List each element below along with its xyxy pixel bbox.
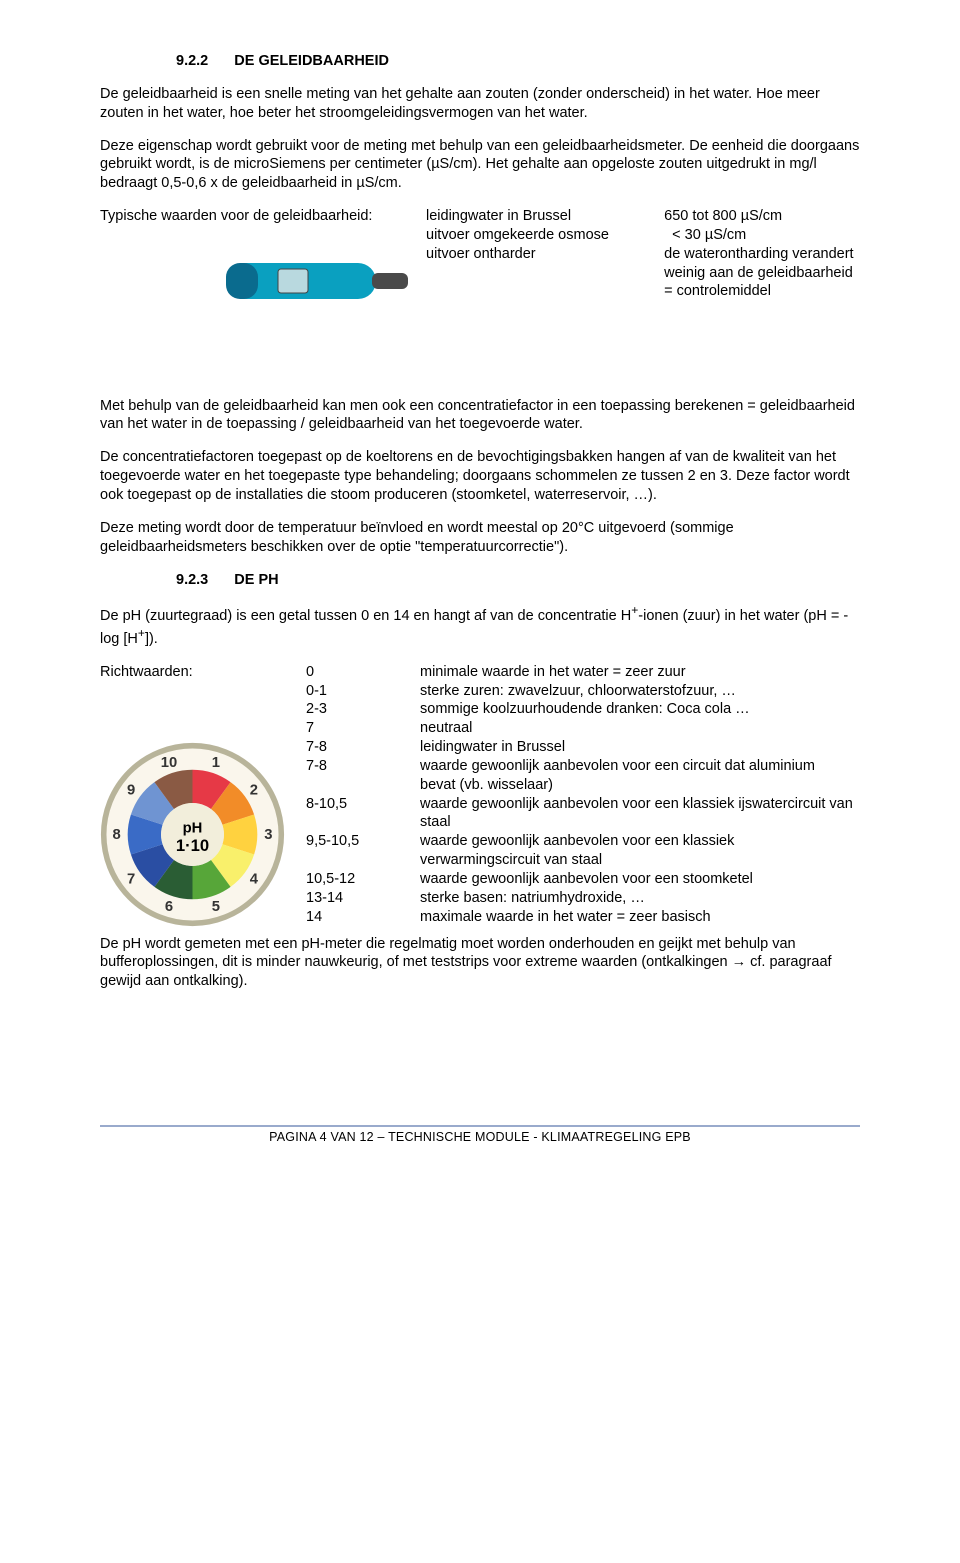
svg-text:5: 5 [212,899,220,915]
ph-desc: waarde gewoonlijk aanbevolen voor een ci… [420,757,854,795]
svg-text:3: 3 [264,827,272,843]
svg-text:4: 4 [250,871,259,887]
ph-desc: sterke basen: natriumhydroxide, … [420,889,854,908]
cond-r1c3a: 650 tot 800 µS/cm [664,207,854,226]
conductivity-meter-icon [220,249,420,313]
svg-text:pH: pH [183,820,203,836]
ph-value: 8-10,5 [306,795,414,814]
para-922-1: De geleidbaarheid is een snelle meting v… [100,85,860,123]
cond-r1c3b: < 30 µS/cm [664,226,854,245]
heading-923: 9.2.3 DE PH [100,571,860,590]
cond-r2c3: de waterontharding verandert weinig aan … [664,245,860,323]
heading-title: DE GELEIDBAARHEID [234,53,389,69]
para-922-2: Deze eigenschap wordt gebruikt voor de m… [100,137,860,194]
footer-text: PAGINA 4 VAN 12 – TECHNISCHE MODULE - KL… [100,1129,860,1145]
ph-dial-icon: 1 2 3 4 5 6 7 8 9 10 pH1·10 [100,742,285,927]
ph-value: 7-8 [306,738,414,757]
intro-sup2: + [138,626,145,640]
richtwaarden-label: Richtwaarden:12345678910pH1·10 [100,663,306,931]
ph-desc: sommige koolzuurhoudende dranken: Coca c… [420,700,854,719]
ph-desc: waarde gewoonlijk aanbevolen voor een kl… [420,832,854,870]
conductivity-values-table: Typische waarden voor de geleidbaarheid:… [100,207,860,323]
ph-value: 2-3 [306,700,414,719]
cond-label: Typische waarden voor de geleidbaarheid: [100,207,426,245]
para-923-intro: De pH (zuurtegraad) is een getal tussen … [100,603,860,648]
ph-value: 7-8 [306,757,414,776]
ph-value: 10,5-12 [306,870,414,889]
ph-desc: waarde gewoonlijk aanbevolen voor een kl… [420,795,854,833]
para-922-4: De concentratiefactoren toegepast op de … [100,448,860,505]
svg-text:10: 10 [161,755,177,771]
ph-value: 13-14 [306,889,414,908]
cond-r1c2a: leidingwater in Brussel [426,207,658,226]
ph-desc: maximale waarde in het water = zeer basi… [420,908,854,927]
intro-c: ]). [145,631,158,647]
heading-923-title: DE PH [234,572,278,588]
cond-r1c2b: uitvoer omgekeerde osmose [426,226,658,245]
svg-text:9: 9 [127,782,135,798]
svg-text:6: 6 [165,899,173,915]
ph-desc: leidingwater in Brussel [420,738,854,757]
heading-923-num: 9.2.3 [176,571,208,590]
ph-value: 14 [306,908,414,927]
heading-num: 9.2.2 [176,52,208,71]
page-footer: PAGINA 4 VAN 12 – TECHNISCHE MODULE - KL… [100,1125,860,1145]
svg-text:1·10: 1·10 [176,836,209,855]
ph-value: 0 [306,663,414,682]
intro-a: De pH (zuurtegraad) is een getal tussen … [100,608,631,624]
svg-text:2: 2 [250,782,258,798]
cond-r2c2: uitvoer ontharder [426,245,664,323]
para-922-5: Deze meting wordt door de temperatuur be… [100,519,860,557]
ph-desc: neutraal [420,719,854,738]
ph-value: 0-1 [306,682,414,701]
para-923-outro: De pH wordt gemeten met een pH-meter die… [100,935,860,992]
heading-922: 9.2.2 DE GELEIDBAARHEID [100,52,860,71]
ph-desc: minimale waarde in het water = zeer zuur [420,663,854,682]
para-922-3: Met behulp van de geleidbaarheid kan men… [100,397,860,435]
ph-desc: sterke zuren: zwavelzuur, chloorwatersto… [420,682,854,701]
ph-desc: waarde gewoonlijk aanbevolen voor een st… [420,870,854,889]
svg-text:8: 8 [113,827,121,843]
ph-richtwaarden-block: Richtwaarden:12345678910pH1·10 00-12-377… [100,663,860,931]
ph-value: 7 [306,719,414,738]
svg-text:7: 7 [127,871,135,887]
ph-value: 9,5-10,5 [306,832,414,851]
svg-text:1: 1 [212,755,220,771]
